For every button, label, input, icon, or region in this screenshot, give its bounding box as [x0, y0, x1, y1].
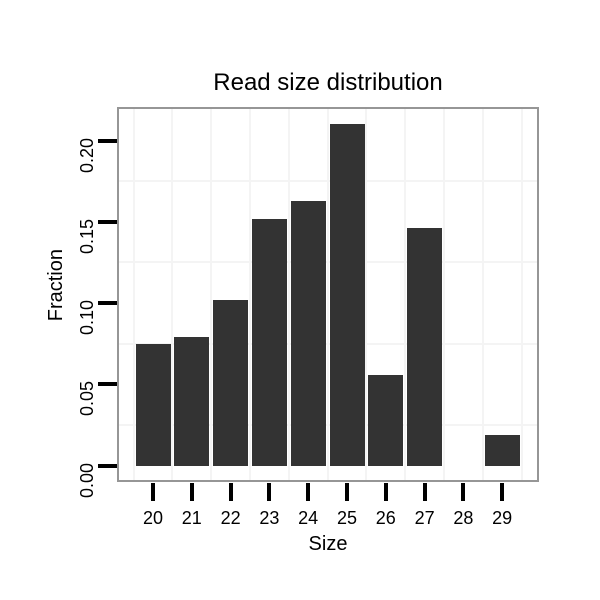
x-axis-tick-label: 22	[220, 508, 241, 528]
grid-minor-vertical	[287, 109, 290, 480]
bar	[290, 200, 326, 466]
grid-minor-vertical	[326, 109, 329, 480]
bar	[174, 337, 210, 466]
grid-minor-horizontal	[119, 342, 537, 345]
y-axis-tick	[98, 463, 117, 468]
chart-title: Read size distribution	[213, 69, 443, 96]
grid-minor-horizontal	[119, 180, 537, 183]
x-axis-tick	[422, 483, 427, 501]
y-axis-tick-label: 0.10	[77, 300, 97, 336]
y-axis-tick-label: 0.05	[77, 381, 97, 417]
y-axis-tick-label: 0.15	[77, 218, 97, 254]
y-axis-tick-label: 0.00	[77, 462, 97, 498]
y-axis-tick	[98, 301, 117, 305]
grid-minor-horizontal	[119, 423, 537, 426]
y-axis-tick	[98, 382, 117, 387]
grid-minor-horizontal	[119, 261, 537, 264]
grid-minor-vertical	[365, 109, 368, 480]
x-axis-tick-label: 25	[336, 508, 358, 528]
x-axis-tick-label: 24	[298, 508, 319, 528]
x-axis-tick	[151, 483, 155, 501]
x-axis-tick	[383, 483, 388, 501]
x-axis-title: Size	[308, 533, 348, 555]
grid-minor-vertical	[249, 109, 251, 480]
x-axis-tick-label: 23	[259, 508, 280, 528]
x-axis-tick	[267, 483, 272, 501]
bar	[329, 124, 365, 466]
x-axis-tick-label: 21	[181, 508, 202, 528]
bar	[484, 434, 520, 466]
x-axis-tick	[461, 483, 466, 501]
y-axis-tick	[98, 219, 117, 224]
x-axis-tick-label: 29	[492, 508, 513, 528]
x-axis-tick	[306, 483, 311, 501]
grid-minor-vertical	[171, 109, 174, 480]
x-axis-tick	[345, 483, 349, 501]
x-axis-tick	[189, 483, 194, 501]
x-axis-tick-label: 27	[414, 508, 435, 528]
grid-minor-vertical	[210, 109, 213, 480]
x-axis-tick-label: 26	[375, 508, 396, 528]
grid-minor-vertical	[132, 109, 135, 480]
x-axis-tick	[228, 483, 233, 501]
y-axis-title: Fraction	[45, 249, 67, 322]
x-axis-tick-label: 20	[142, 508, 164, 528]
y-axis-tick	[98, 138, 117, 143]
grid-minor-vertical	[520, 109, 523, 480]
x-axis-tick-label: 28	[453, 508, 474, 528]
bar	[251, 218, 287, 466]
y-axis-tick-label: 0.20	[77, 137, 97, 173]
bar	[407, 228, 443, 466]
bar	[213, 299, 249, 466]
grid-minor-vertical	[404, 109, 407, 480]
plot-panel	[117, 107, 539, 482]
bar	[368, 374, 404, 466]
grid-minor-vertical	[443, 109, 445, 480]
grid-minor-vertical	[481, 109, 484, 480]
bar	[135, 343, 171, 466]
x-axis-tick	[500, 483, 505, 501]
